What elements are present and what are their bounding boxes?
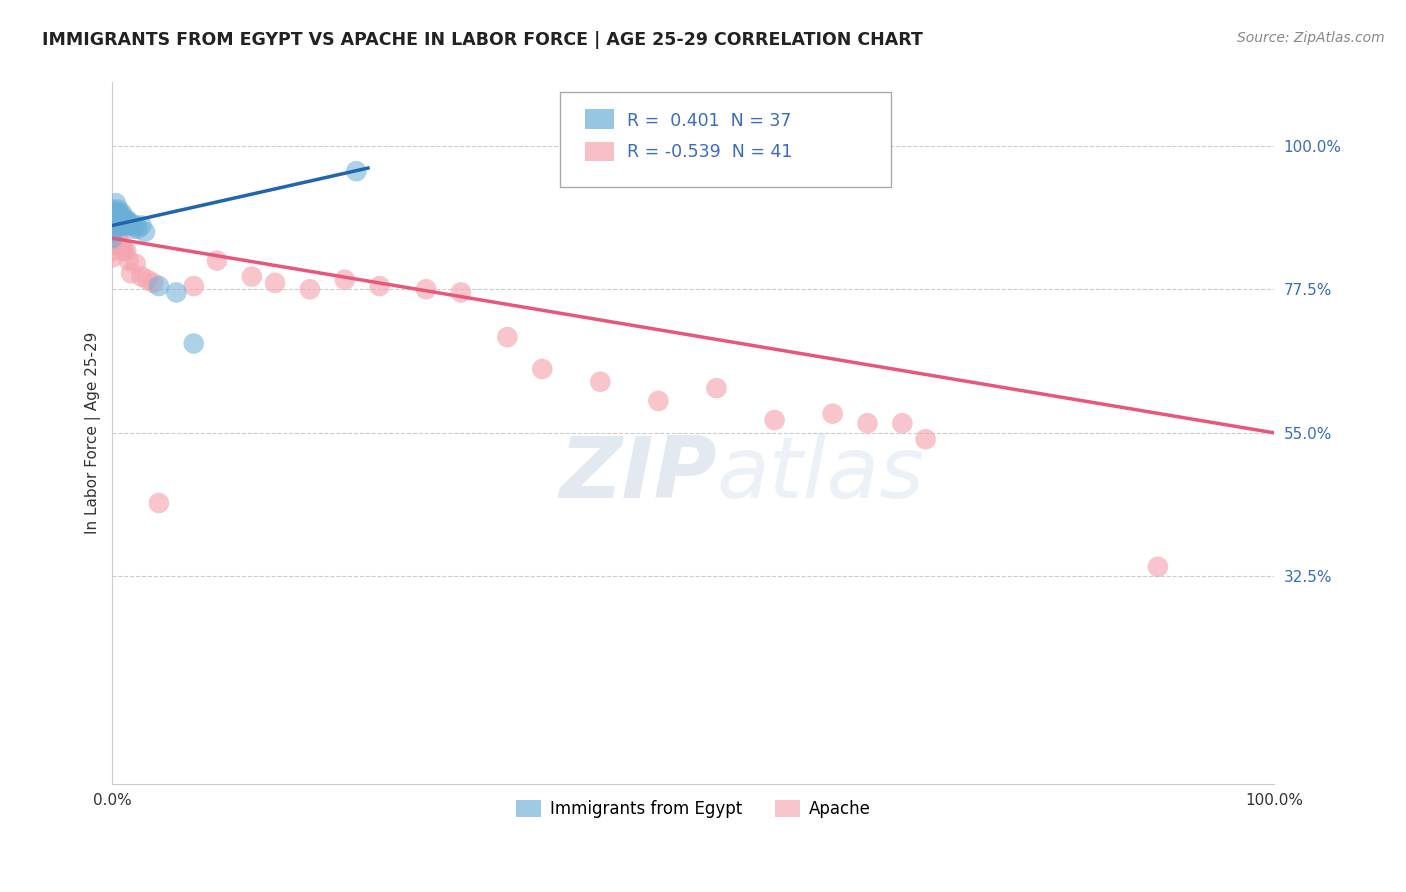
- Legend: Immigrants from Egypt, Apache: Immigrants from Egypt, Apache: [509, 793, 877, 824]
- Point: [706, 381, 728, 395]
- Point: [115, 212, 138, 227]
- Point: [891, 416, 914, 430]
- Point: [105, 231, 128, 245]
- Point: [111, 241, 134, 255]
- Point: [333, 273, 356, 287]
- Point: [415, 282, 437, 296]
- Point: [107, 235, 129, 249]
- Point: [118, 219, 141, 233]
- Point: [914, 432, 936, 446]
- Point: [127, 221, 149, 235]
- Point: [496, 330, 519, 344]
- Point: [148, 496, 170, 510]
- Point: [368, 279, 391, 293]
- Point: [589, 375, 612, 389]
- Text: Source: ZipAtlas.com: Source: ZipAtlas.com: [1237, 31, 1385, 45]
- Point: [112, 212, 135, 227]
- Point: [856, 416, 879, 430]
- Point: [108, 237, 131, 252]
- Point: [120, 219, 142, 233]
- Point: [205, 253, 228, 268]
- Point: [101, 244, 124, 258]
- Point: [117, 215, 139, 229]
- Point: [124, 257, 146, 271]
- Point: [114, 215, 136, 229]
- Point: [131, 219, 153, 233]
- Point: [1147, 559, 1170, 574]
- Point: [108, 215, 131, 229]
- Point: [183, 279, 205, 293]
- FancyBboxPatch shape: [585, 142, 614, 161]
- Point: [110, 219, 132, 233]
- Point: [107, 202, 129, 217]
- Point: [112, 244, 135, 258]
- Point: [101, 225, 124, 239]
- Point: [101, 221, 124, 235]
- Point: [131, 269, 153, 284]
- Point: [111, 219, 134, 233]
- Text: R =  0.401  N = 37: R = 0.401 N = 37: [627, 112, 792, 130]
- Point: [165, 285, 187, 300]
- Point: [104, 227, 127, 242]
- Point: [105, 215, 128, 229]
- Point: [647, 393, 669, 408]
- Point: [134, 225, 156, 239]
- Y-axis label: In Labor Force | Age 25-29: In Labor Force | Age 25-29: [86, 332, 101, 534]
- Point: [101, 202, 124, 217]
- Point: [101, 231, 124, 245]
- Point: [101, 237, 124, 252]
- Point: [118, 215, 141, 229]
- Point: [240, 269, 263, 284]
- Point: [120, 266, 142, 280]
- Point: [101, 219, 124, 233]
- Text: atlas: atlas: [717, 434, 925, 516]
- Point: [115, 244, 138, 258]
- Point: [183, 336, 205, 351]
- Point: [108, 205, 131, 219]
- Point: [148, 279, 170, 293]
- Point: [111, 205, 134, 219]
- Point: [104, 212, 127, 227]
- Text: R = -0.539  N = 41: R = -0.539 N = 41: [627, 143, 793, 161]
- Point: [111, 212, 134, 227]
- Point: [298, 282, 321, 296]
- Point: [101, 209, 124, 223]
- Point: [110, 241, 132, 255]
- Point: [104, 205, 127, 219]
- Point: [118, 253, 141, 268]
- Point: [105, 205, 128, 219]
- Point: [264, 276, 287, 290]
- Point: [450, 285, 472, 300]
- Point: [111, 237, 134, 252]
- Point: [531, 362, 554, 376]
- Text: ZIP: ZIP: [558, 434, 717, 516]
- Point: [136, 273, 159, 287]
- Point: [124, 219, 146, 233]
- FancyBboxPatch shape: [560, 93, 891, 187]
- Point: [344, 164, 367, 178]
- Point: [112, 219, 135, 233]
- Point: [763, 413, 786, 427]
- Point: [101, 231, 124, 245]
- Point: [111, 219, 134, 233]
- Point: [104, 196, 127, 211]
- FancyBboxPatch shape: [585, 110, 614, 129]
- Point: [821, 407, 844, 421]
- Text: IMMIGRANTS FROM EGYPT VS APACHE IN LABOR FORCE | AGE 25-29 CORRELATION CHART: IMMIGRANTS FROM EGYPT VS APACHE IN LABOR…: [42, 31, 924, 49]
- Point: [142, 276, 165, 290]
- Point: [101, 227, 124, 242]
- Point: [101, 251, 124, 265]
- Point: [107, 212, 129, 227]
- Point: [122, 221, 145, 235]
